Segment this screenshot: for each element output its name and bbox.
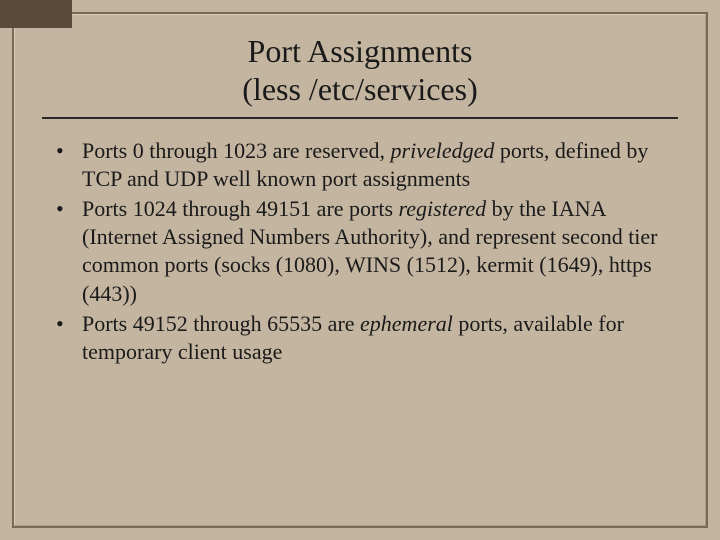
bullet-text-pre: Ports 1024 through 49151 are ports — [82, 196, 399, 221]
title-line-2: (less /etc/services) — [42, 70, 678, 108]
slide-inner: Port Assignments (less /etc/services) Po… — [12, 12, 708, 528]
title-block: Port Assignments (less /etc/services) — [42, 32, 678, 109]
bullet-item: Ports 1024 through 49151 are ports regis… — [56, 195, 678, 308]
title-underline — [42, 117, 678, 119]
title-line-1: Port Assignments — [42, 32, 678, 70]
corner-tab — [0, 0, 72, 28]
bullet-text-em: registered — [399, 196, 487, 221]
slide-outer: Port Assignments (less /etc/services) Po… — [0, 0, 720, 540]
bullet-item: Ports 49152 through 65535 are ephemeral … — [56, 310, 678, 366]
bullet-text-pre: Ports 0 through 1023 are reserved, — [82, 138, 391, 163]
bullet-list: Ports 0 through 1023 are reserved, prive… — [42, 137, 678, 366]
bullet-text-em: priveledged — [391, 138, 495, 163]
bullet-text-em: ephemeral — [360, 311, 453, 336]
bullet-text-pre: Ports 49152 through 65535 are — [82, 311, 360, 336]
bullet-item: Ports 0 through 1023 are reserved, prive… — [56, 137, 678, 193]
